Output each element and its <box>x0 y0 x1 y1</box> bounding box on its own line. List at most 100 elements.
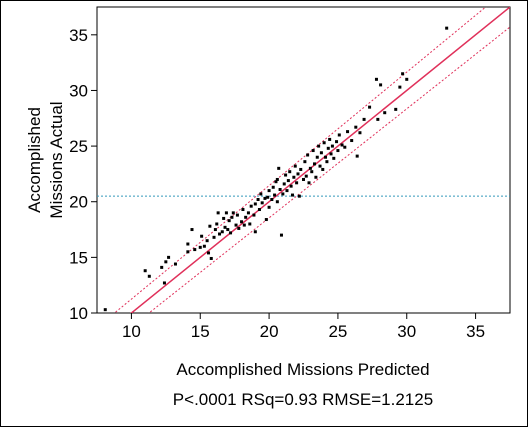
data-point <box>252 213 256 217</box>
data-point <box>328 137 332 141</box>
plot-contents <box>97 7 510 313</box>
data-point <box>242 223 246 227</box>
data-point <box>253 202 257 206</box>
data-point <box>186 242 190 246</box>
data-point <box>259 192 263 196</box>
data-point <box>284 173 288 177</box>
data-point <box>213 228 217 232</box>
data-point <box>222 216 226 220</box>
data-point <box>256 198 260 202</box>
data-point <box>401 72 405 76</box>
data-point <box>445 26 449 30</box>
data-point <box>275 200 279 204</box>
data-point <box>266 195 270 199</box>
data-point <box>147 274 151 278</box>
data-point <box>223 225 227 229</box>
data-point <box>218 232 222 236</box>
data-point <box>281 192 285 196</box>
data-point <box>340 143 344 147</box>
data-point <box>355 154 359 158</box>
data-point <box>310 170 314 174</box>
data-point <box>267 205 271 209</box>
data-point <box>308 166 312 170</box>
data-point <box>270 198 274 202</box>
data-point <box>285 189 289 193</box>
data-point <box>248 222 252 226</box>
data-point <box>295 181 299 185</box>
data-point <box>322 141 326 145</box>
data-point <box>307 181 311 185</box>
data-point <box>318 164 322 168</box>
data-point <box>234 223 238 227</box>
data-point <box>224 211 228 215</box>
x-tick-label: 10 <box>122 322 141 341</box>
data-point <box>398 85 402 89</box>
data-point <box>190 228 194 232</box>
data-point <box>229 231 233 235</box>
data-point <box>220 230 224 234</box>
data-point <box>299 167 303 171</box>
data-point <box>263 196 267 200</box>
x-tick-label: 20 <box>260 322 279 341</box>
data-point <box>354 125 358 129</box>
data-point <box>321 167 325 171</box>
data-point <box>306 153 310 157</box>
data-point <box>315 155 319 159</box>
data-point <box>246 211 250 215</box>
data-point <box>326 146 330 150</box>
data-point <box>274 180 278 184</box>
data-point <box>346 130 350 134</box>
y-tick-label: 25 <box>69 137 88 156</box>
x-tick-label: 35 <box>466 322 485 341</box>
data-point <box>292 175 296 179</box>
data-point <box>244 215 248 219</box>
y-axis-title-line-1: Accomplished <box>25 107 44 213</box>
data-point <box>264 218 268 222</box>
data-point <box>278 187 282 191</box>
data-point <box>277 166 281 170</box>
data-point <box>186 250 190 254</box>
data-point <box>240 220 244 224</box>
data-point <box>374 77 378 81</box>
fit-statistics: P<.0001 RSq=0.93 RMSE=1.2125 <box>173 390 433 409</box>
data-point <box>330 144 334 148</box>
data-point <box>216 211 220 215</box>
data-point <box>290 193 294 197</box>
data-point <box>379 83 383 87</box>
data-point <box>288 170 292 174</box>
data-point <box>329 152 333 156</box>
x-tick-label: 30 <box>397 322 416 341</box>
plot-area <box>96 6 511 314</box>
data-point <box>317 144 321 148</box>
x-axis-title: Accomplished Missions Predicted <box>176 360 429 379</box>
data-point <box>296 172 300 176</box>
data-point <box>237 226 241 230</box>
data-point <box>394 107 398 111</box>
data-point <box>271 185 275 189</box>
y-axis: 10 15 20 25 30 35 <box>69 26 97 323</box>
data-point <box>282 182 286 186</box>
data-point <box>358 131 362 135</box>
y-tick-label: 35 <box>69 26 88 45</box>
data-point <box>212 235 216 239</box>
data-point <box>368 105 372 109</box>
data-point <box>164 260 168 264</box>
data-point <box>227 219 231 223</box>
data-point <box>193 248 197 252</box>
data-point <box>273 193 277 197</box>
data-point <box>311 149 315 153</box>
data-point <box>314 175 318 179</box>
data-point <box>362 117 366 121</box>
data-point <box>143 269 147 273</box>
x-tick-label: 15 <box>191 322 210 341</box>
confidence-upper-line <box>113 7 487 313</box>
y-tick-label: 20 <box>69 193 88 212</box>
y-axis-title-line-2: Missions Actual <box>47 101 66 218</box>
data-point <box>405 77 409 81</box>
data-point <box>324 155 328 159</box>
data-point <box>173 262 177 266</box>
data-point <box>343 145 347 149</box>
fit-line <box>130 7 510 313</box>
data-point <box>286 179 290 183</box>
